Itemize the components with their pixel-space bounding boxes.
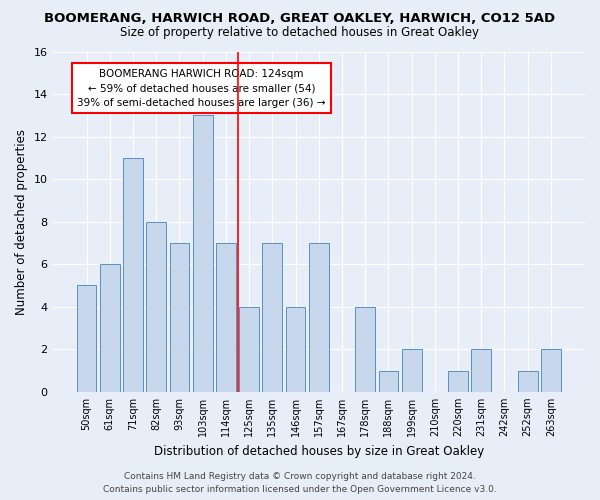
Text: BOOMERANG, HARWICH ROAD, GREAT OAKLEY, HARWICH, CO12 5AD: BOOMERANG, HARWICH ROAD, GREAT OAKLEY, H… (44, 12, 556, 26)
Bar (170, 243, 190, 392)
Text: Contains HM Land Registry data © Crown copyright and database right 2024.
Contai: Contains HM Land Registry data © Crown c… (103, 472, 497, 494)
Bar (541, 350, 561, 392)
Bar (123, 158, 143, 392)
X-axis label: Distribution of detached houses by size in Great Oakley: Distribution of detached houses by size … (154, 444, 484, 458)
Bar (402, 350, 422, 392)
Bar (262, 243, 282, 392)
Bar (309, 243, 329, 392)
Text: BOOMERANG HARWICH ROAD: 124sqm
← 59% of detached houses are smaller (54)
39% of : BOOMERANG HARWICH ROAD: 124sqm ← 59% of … (77, 68, 326, 108)
Bar (216, 243, 236, 392)
Bar (448, 370, 468, 392)
Bar (146, 222, 166, 392)
Bar (77, 286, 97, 392)
Text: Size of property relative to detached houses in Great Oakley: Size of property relative to detached ho… (121, 26, 479, 39)
Bar (286, 306, 305, 392)
Bar (239, 306, 259, 392)
Bar (379, 370, 398, 392)
Bar (100, 264, 119, 392)
Bar (355, 306, 375, 392)
Bar (518, 370, 538, 392)
Y-axis label: Number of detached properties: Number of detached properties (15, 128, 28, 314)
Bar (193, 116, 212, 392)
Bar (472, 350, 491, 392)
